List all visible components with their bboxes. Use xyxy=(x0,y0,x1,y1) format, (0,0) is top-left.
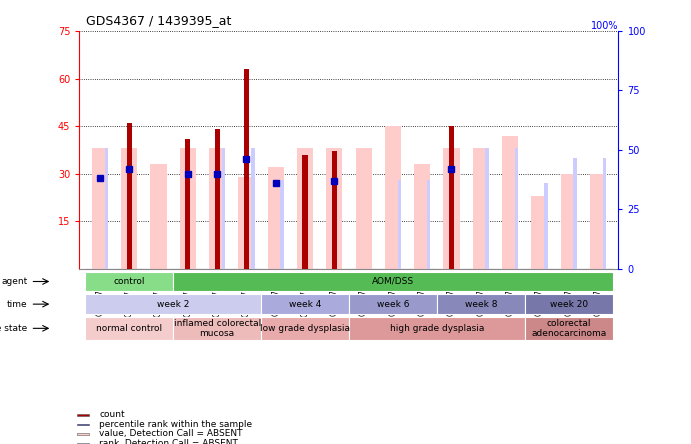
Bar xyxy=(85,272,173,291)
Bar xyxy=(349,317,524,340)
Bar xyxy=(332,151,337,269)
Text: count: count xyxy=(100,411,125,420)
Bar xyxy=(303,155,307,269)
Text: GDS4367 / 1439395_at: GDS4367 / 1439395_at xyxy=(86,14,231,27)
Bar xyxy=(524,294,613,314)
Bar xyxy=(151,164,167,269)
Bar xyxy=(531,196,547,269)
Bar xyxy=(560,174,577,269)
Bar xyxy=(185,139,191,269)
Bar xyxy=(85,317,173,340)
Text: disease state: disease state xyxy=(0,324,28,333)
Bar xyxy=(104,148,108,269)
Text: AOM/DSS: AOM/DSS xyxy=(372,277,414,286)
Bar xyxy=(486,148,489,269)
Text: week 8: week 8 xyxy=(464,300,497,309)
Bar xyxy=(180,148,196,269)
Bar xyxy=(427,180,430,269)
Text: week 4: week 4 xyxy=(289,300,321,309)
Text: week 6: week 6 xyxy=(377,300,409,309)
Bar xyxy=(473,148,489,269)
Text: percentile rank within the sample: percentile rank within the sample xyxy=(100,420,252,429)
Text: value, Detection Call = ABSENT: value, Detection Call = ABSENT xyxy=(100,429,243,438)
Bar xyxy=(515,148,518,269)
Bar xyxy=(356,148,372,269)
Bar xyxy=(77,433,90,435)
Bar xyxy=(397,180,401,269)
Bar xyxy=(77,424,90,425)
Bar xyxy=(437,294,524,314)
Bar xyxy=(209,148,225,269)
Bar xyxy=(444,148,460,269)
Bar xyxy=(414,164,430,269)
Bar xyxy=(297,148,313,269)
Bar xyxy=(502,135,518,269)
Bar xyxy=(222,148,225,269)
Text: high grade dysplasia: high grade dysplasia xyxy=(390,324,484,333)
Bar xyxy=(449,126,454,269)
Bar xyxy=(244,69,249,269)
Bar xyxy=(590,174,606,269)
Bar xyxy=(214,129,220,269)
Text: time: time xyxy=(7,300,28,309)
Bar xyxy=(349,294,437,314)
Bar xyxy=(173,317,261,340)
Bar xyxy=(385,126,401,269)
Text: low grade dysplasia: low grade dysplasia xyxy=(260,324,350,333)
Bar xyxy=(574,158,577,269)
Text: 100%: 100% xyxy=(591,21,618,31)
Text: week 2: week 2 xyxy=(157,300,189,309)
Text: rank, Detection Call = ABSENT: rank, Detection Call = ABSENT xyxy=(100,439,238,444)
Bar xyxy=(544,183,547,269)
Bar xyxy=(173,272,613,291)
Bar xyxy=(603,158,606,269)
Text: colorectal
adenocarcinoma: colorectal adenocarcinoma xyxy=(531,319,606,338)
Text: inflamed colorectal
mucosa: inflamed colorectal mucosa xyxy=(173,319,261,338)
Bar xyxy=(77,414,90,416)
Text: normal control: normal control xyxy=(96,324,162,333)
Bar xyxy=(261,317,349,340)
Bar xyxy=(121,148,138,269)
Text: agent: agent xyxy=(1,277,28,286)
Bar xyxy=(251,148,254,269)
Bar xyxy=(92,148,108,269)
Text: week 20: week 20 xyxy=(549,300,588,309)
Text: control: control xyxy=(113,277,145,286)
Bar xyxy=(85,294,261,314)
Bar xyxy=(238,177,254,269)
Bar xyxy=(326,148,342,269)
Bar xyxy=(267,167,284,269)
Bar xyxy=(524,317,613,340)
Bar xyxy=(281,180,284,269)
Bar xyxy=(77,443,90,444)
Bar xyxy=(261,294,349,314)
Bar xyxy=(126,123,132,269)
